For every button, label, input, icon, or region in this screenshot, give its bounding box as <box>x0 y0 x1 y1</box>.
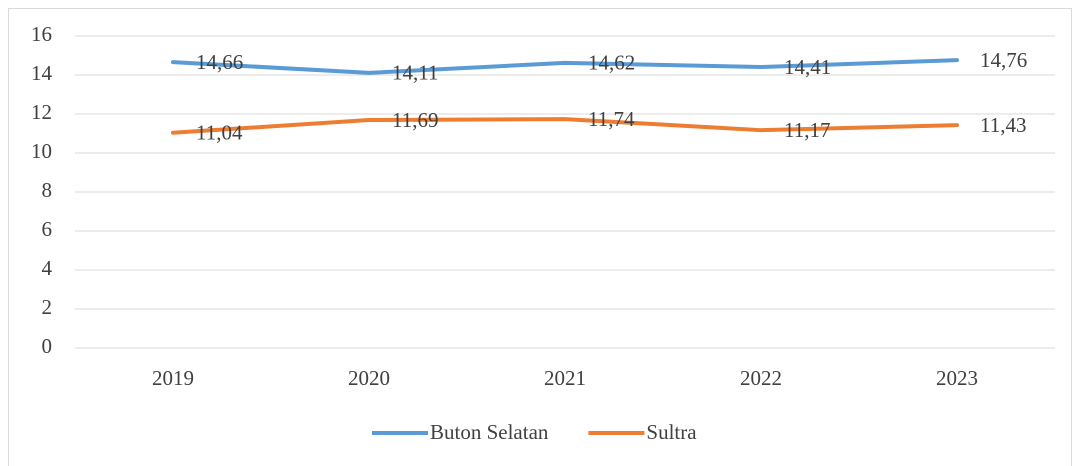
data-label: 11,74 <box>588 107 635 131</box>
data-label: 11,43 <box>980 113 1026 137</box>
y-tick-label: 12 <box>31 100 52 124</box>
y-tick-label: 6 <box>42 217 53 241</box>
data-label: 14,62 <box>588 51 635 75</box>
x-tick-label: 2023 <box>936 366 978 390</box>
y-tick-label: 8 <box>42 178 53 202</box>
y-tick-label: 0 <box>42 334 53 358</box>
y-tick-label: 10 <box>31 139 52 163</box>
series-line <box>171 58 959 75</box>
data-label: 14,41 <box>784 55 831 79</box>
y-tick-label: 14 <box>31 61 53 85</box>
data-label: 11,04 <box>196 121 243 145</box>
data-label: 14,11 <box>392 61 438 85</box>
y-tick-label: 2 <box>42 295 53 319</box>
x-tick-label: 2019 <box>152 366 194 390</box>
data-label: 11,69 <box>392 108 438 132</box>
series-line <box>171 117 959 135</box>
data-label: 14,66 <box>196 50 243 74</box>
data-label: 14,76 <box>980 48 1027 72</box>
data-label: 11,17 <box>784 118 830 142</box>
legend-label: Sultra <box>646 420 697 444</box>
x-tick-label: 2021 <box>544 366 586 390</box>
x-tick-label: 2020 <box>348 366 390 390</box>
x-tick-label: 2022 <box>740 366 782 390</box>
chart-border <box>8 8 1072 466</box>
y-tick-label: 4 <box>42 256 53 280</box>
legend-label: Buton Selatan <box>430 420 549 444</box>
y-tick-label: 16 <box>31 22 52 46</box>
